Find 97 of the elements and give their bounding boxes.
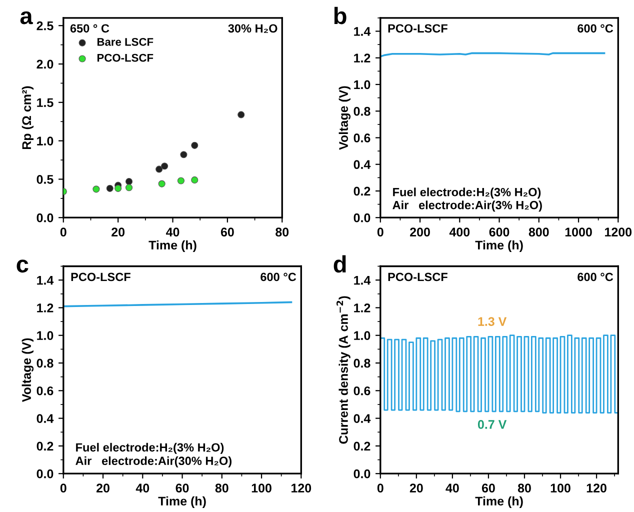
- legend-label: PCO-LSCF: [97, 54, 154, 62]
- point: [238, 111, 245, 118]
- y-tick-label: 2.0: [36, 60, 54, 69]
- x-tick-label: 200: [410, 228, 430, 237]
- y-tick-label: 0.0: [354, 213, 370, 222]
- y-tick-label: 1.0: [37, 331, 54, 340]
- point: [125, 178, 133, 186]
- annotation: Fuel electrode:H₂(3% H₂O): [76, 442, 224, 454]
- x-tick-label: 0: [377, 228, 384, 237]
- y-tick-label: 0.6: [354, 134, 370, 142]
- x-tick-label: 600: [489, 228, 510, 237]
- x-tick-label: 100: [252, 484, 272, 493]
- point: [191, 142, 198, 149]
- x-tick-label: 1000: [565, 228, 592, 237]
- x-tick-label: 20: [410, 484, 423, 493]
- point: [161, 162, 168, 170]
- x-tick-label: 400: [449, 228, 470, 237]
- y-axis-title: Voltage (V): [338, 86, 351, 150]
- y-tick-label: 0.0: [36, 213, 54, 222]
- annotation: 600 °C: [260, 272, 296, 282]
- x-tick-label: 100: [550, 484, 570, 493]
- point: [92, 186, 100, 193]
- annotation: PCO-LSCF: [71, 272, 130, 282]
- x-tick-label: 120: [586, 484, 606, 493]
- x-tick-label: 60: [220, 228, 234, 237]
- y-tick-label: 1.2: [37, 304, 54, 312]
- y-tick-label: 1.0: [37, 136, 54, 146]
- x-tick-label: 40: [166, 228, 180, 237]
- y-tick-label: 0.0: [354, 469, 370, 478]
- x-tick-label: 80: [215, 484, 228, 493]
- x-axis-title: Time (h): [475, 496, 523, 508]
- y-tick-label: 0.8: [354, 106, 370, 116]
- annotation: 0.7 V: [478, 420, 507, 429]
- x-axis-title: Time (h): [148, 240, 196, 252]
- y-tick-label: 1.4: [354, 276, 371, 285]
- y-tick-label: 2.5: [36, 21, 54, 30]
- x-tick-label: 20: [112, 228, 125, 237]
- x-tick-label: 80: [518, 484, 531, 493]
- annotation: Air electrode:Air(30% H₂O): [76, 456, 232, 468]
- point: [177, 177, 185, 184]
- x-tick-label: 60: [482, 484, 495, 493]
- y-tick-label: 0.8: [354, 358, 370, 368]
- annotation: PCO-LSCF: [388, 24, 448, 33]
- x-tick-label: 0: [377, 484, 384, 493]
- y-tick-label: 0.6: [354, 386, 370, 396]
- point: [114, 184, 122, 192]
- y-tick-label: 1.4: [37, 276, 54, 285]
- annotation: Fuel electrode:H₂(3% H₂O): [393, 188, 541, 199]
- x-axis-title: Time (h): [158, 496, 206, 508]
- text: b: [334, 6, 346, 24]
- annotation: Air electrode:Air(3% H₂O): [392, 200, 542, 212]
- y-tick-label: 0.6: [36, 386, 54, 396]
- annotation: PCO-LSCF: [388, 272, 448, 282]
- point: [106, 184, 114, 192]
- annotation: 30% H₂O: [228, 24, 278, 33]
- text: a: [20, 11, 33, 24]
- y-tick-label: 1.5: [37, 98, 54, 108]
- text: d: [334, 255, 346, 273]
- y-tick-label: 0.0: [36, 469, 54, 478]
- y-tick-label: 0.4: [36, 414, 54, 423]
- y-tick-label: 0.4: [354, 160, 371, 170]
- y-axis-title: Current density (A cm$^{−2}$): [336, 296, 350, 444]
- point: [180, 151, 188, 158]
- point: [156, 166, 163, 173]
- x-tick-label: 0: [60, 484, 66, 493]
- annotation: 600 °C: [578, 272, 614, 282]
- annotation: 1.3 V: [478, 317, 507, 326]
- y-tick-label: 0.2: [354, 442, 370, 451]
- x-tick-label: 40: [446, 484, 459, 493]
- y-axis-title: Rp (Ω cm²): [22, 86, 34, 150]
- y-tick-label: 1.0: [354, 331, 370, 340]
- annotation: 600 °C: [578, 24, 614, 33]
- y-tick-label: 0.4: [354, 414, 371, 423]
- y-tick-label: 1.2: [354, 304, 370, 312]
- y-tick-label: 1.2: [354, 54, 370, 62]
- x-tick-label: 80: [276, 228, 289, 237]
- y-tick-label: 0.2: [354, 186, 370, 196]
- x-tick-label: 0: [60, 228, 66, 237]
- y-axis-title: Voltage (V): [22, 338, 34, 402]
- point: [125, 184, 133, 192]
- y-tick-label: 0.8: [36, 358, 54, 368]
- y-tick-label: 0.2: [36, 442, 54, 451]
- x-tick-label: 1200: [605, 228, 632, 237]
- legend-label: Bare LSCF: [97, 38, 154, 46]
- x-tick-label: 800: [528, 228, 549, 237]
- y-tick-label: 1.0: [354, 80, 370, 90]
- x-tick-label: 120: [292, 484, 312, 493]
- x-tick-label: 60: [176, 484, 189, 493]
- y-tick-label: 0.5: [36, 175, 54, 184]
- x-axis-title: Time (h): [475, 240, 523, 252]
- y-tick-label: 1.4: [354, 27, 371, 36]
- point: [158, 180, 166, 188]
- annotation: 650 ° C: [70, 24, 110, 33]
- x-tick-label: 40: [136, 484, 150, 493]
- x-tick-label: 20: [96, 484, 110, 493]
- point: [191, 176, 198, 184]
- text: c: [16, 260, 28, 273]
